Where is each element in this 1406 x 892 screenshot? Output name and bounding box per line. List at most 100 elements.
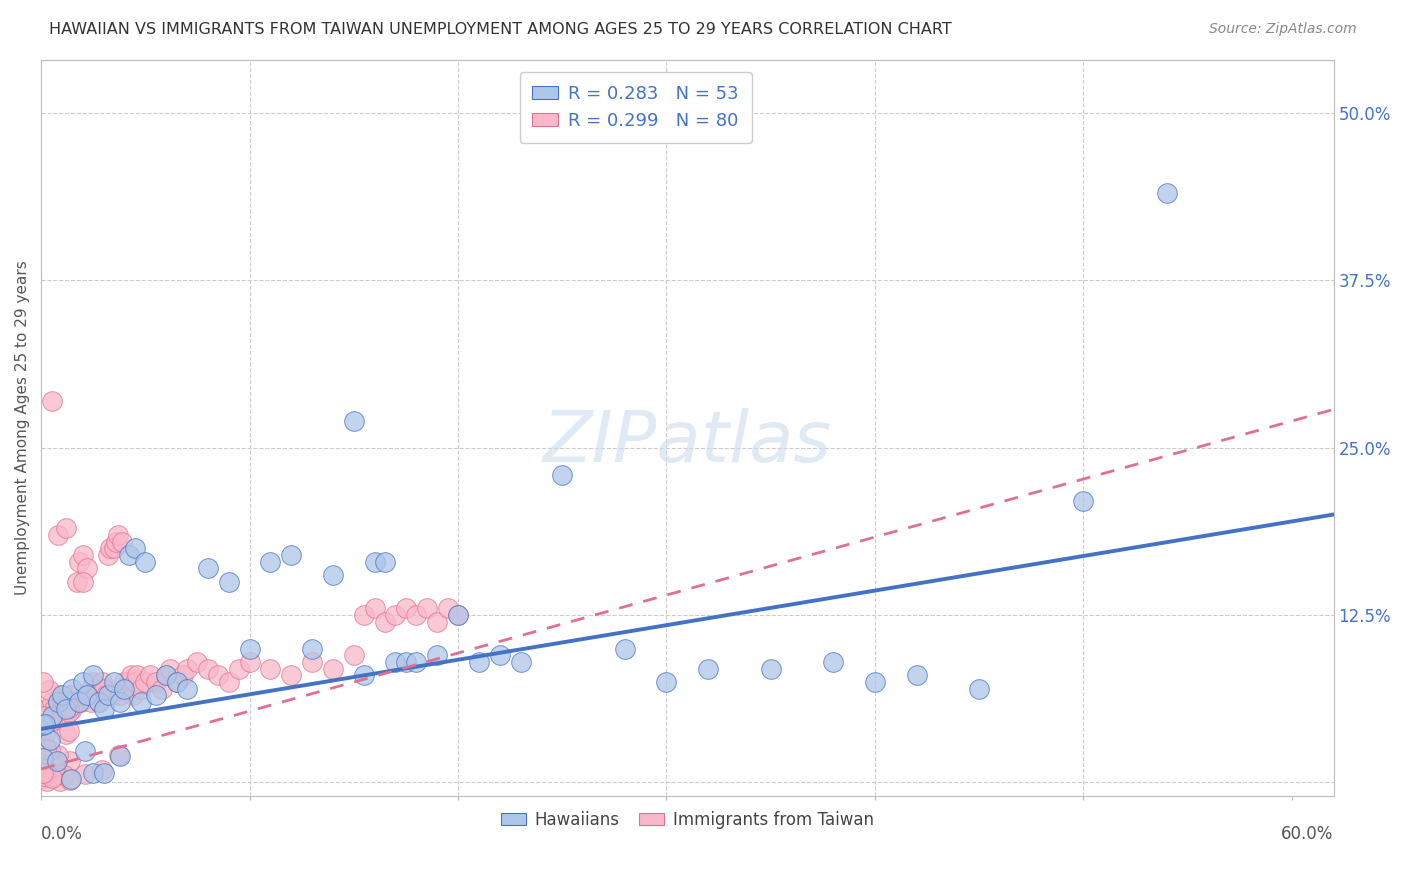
Point bbox=[107, 528, 129, 542]
Point bbox=[166, 675, 188, 690]
Point bbox=[58, 700, 80, 714]
Point bbox=[120, 668, 142, 682]
Point bbox=[41, 714, 63, 728]
Point bbox=[46, 755, 69, 769]
Point bbox=[53, 767, 76, 781]
Point bbox=[384, 655, 406, 669]
Point bbox=[1073, 494, 1095, 508]
Point bbox=[655, 675, 678, 690]
Point bbox=[134, 555, 156, 569]
Point bbox=[82, 675, 104, 690]
Point bbox=[94, 689, 117, 703]
Point bbox=[77, 689, 100, 703]
Point bbox=[93, 766, 115, 780]
Point bbox=[86, 689, 108, 703]
Point bbox=[90, 675, 112, 690]
Point bbox=[58, 695, 80, 709]
Text: 0.0%: 0.0% bbox=[41, 825, 83, 843]
Point bbox=[46, 695, 69, 709]
Point bbox=[45, 708, 67, 723]
Point bbox=[39, 743, 62, 757]
Point bbox=[509, 655, 531, 669]
Point bbox=[34, 766, 56, 780]
Point bbox=[32, 751, 55, 765]
Point bbox=[176, 681, 198, 696]
Point bbox=[384, 608, 406, 623]
Point bbox=[89, 695, 111, 709]
Point bbox=[111, 534, 134, 549]
Point bbox=[98, 541, 121, 556]
Point bbox=[82, 668, 104, 682]
Point bbox=[121, 689, 143, 703]
Point bbox=[67, 695, 90, 709]
Point bbox=[259, 555, 281, 569]
Point bbox=[34, 716, 56, 731]
Point bbox=[353, 668, 375, 682]
Point bbox=[32, 675, 55, 690]
Point bbox=[42, 702, 65, 716]
Point bbox=[73, 743, 96, 757]
Point bbox=[34, 727, 56, 741]
Point bbox=[60, 702, 83, 716]
Point bbox=[34, 741, 56, 756]
Point bbox=[60, 681, 83, 696]
Point bbox=[166, 675, 188, 690]
Point bbox=[110, 749, 132, 764]
Point bbox=[41, 695, 63, 709]
Point bbox=[447, 608, 470, 623]
Point bbox=[145, 689, 167, 703]
Point bbox=[697, 662, 720, 676]
Legend: Hawaiians, Immigrants from Taiwan: Hawaiians, Immigrants from Taiwan bbox=[495, 804, 880, 836]
Point bbox=[145, 675, 167, 690]
Point bbox=[67, 555, 90, 569]
Point bbox=[129, 695, 152, 709]
Point bbox=[51, 689, 73, 703]
Point bbox=[82, 766, 104, 780]
Point bbox=[322, 662, 344, 676]
Point bbox=[343, 648, 366, 663]
Point bbox=[38, 683, 60, 698]
Point bbox=[53, 695, 76, 709]
Point bbox=[34, 761, 56, 775]
Point bbox=[97, 548, 120, 562]
Point bbox=[35, 774, 58, 789]
Point bbox=[176, 662, 198, 676]
Point bbox=[967, 681, 990, 696]
Point bbox=[301, 655, 323, 669]
Point bbox=[59, 689, 82, 703]
Point bbox=[301, 641, 323, 656]
Point bbox=[97, 689, 120, 703]
Point bbox=[32, 765, 55, 780]
Point bbox=[114, 675, 136, 690]
Point bbox=[374, 615, 396, 629]
Point bbox=[32, 756, 55, 770]
Point bbox=[125, 668, 148, 682]
Point bbox=[44, 760, 66, 774]
Point bbox=[76, 689, 98, 703]
Point bbox=[59, 772, 82, 786]
Point bbox=[41, 771, 63, 785]
Point bbox=[35, 741, 58, 756]
Point bbox=[110, 695, 132, 709]
Point bbox=[32, 748, 55, 763]
Point bbox=[363, 601, 385, 615]
Point bbox=[115, 681, 138, 696]
Point bbox=[197, 662, 219, 676]
Point bbox=[73, 689, 96, 703]
Point bbox=[129, 681, 152, 696]
Point bbox=[55, 702, 77, 716]
Point bbox=[37, 702, 59, 716]
Point bbox=[374, 555, 396, 569]
Point bbox=[72, 675, 94, 690]
Point bbox=[186, 655, 208, 669]
Point bbox=[103, 675, 125, 690]
Point bbox=[416, 601, 439, 615]
Point bbox=[58, 705, 80, 719]
Point bbox=[89, 695, 111, 709]
Point bbox=[108, 748, 131, 763]
Point bbox=[118, 675, 141, 690]
Point bbox=[42, 769, 65, 783]
Point bbox=[41, 758, 63, 772]
Point bbox=[228, 662, 250, 676]
Text: 60.0%: 60.0% bbox=[1281, 825, 1333, 843]
